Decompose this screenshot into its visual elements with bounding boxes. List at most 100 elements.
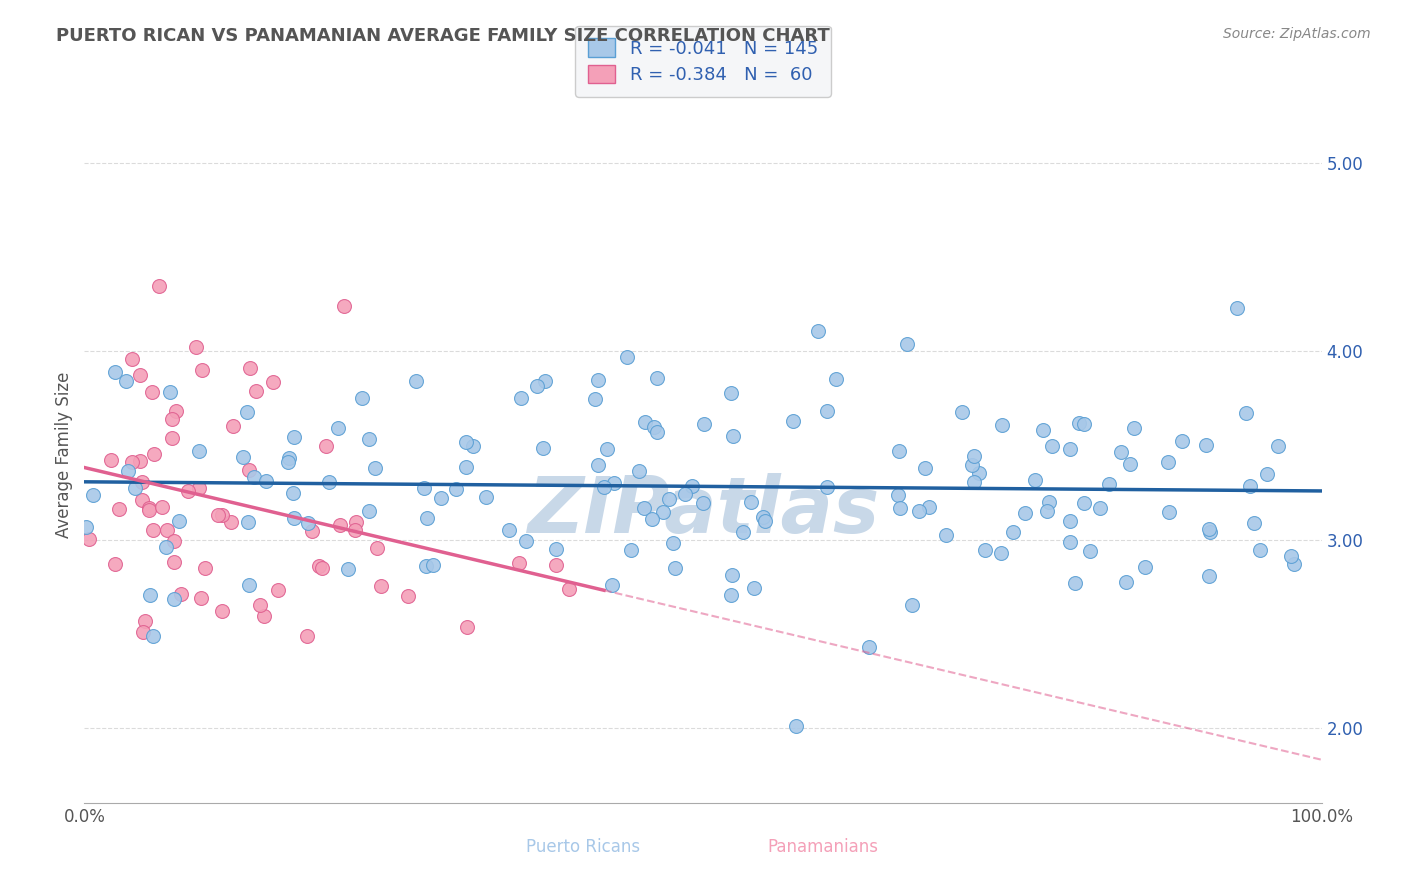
Point	[960, 458, 983, 472]
Point	[721, 428, 744, 442]
Point	[232, 450, 254, 464]
Point	[301, 524, 323, 539]
Point	[134, 615, 156, 629]
Point	[1067, 416, 1090, 430]
Point	[422, 558, 444, 573]
Point	[515, 533, 537, 548]
Point	[681, 479, 703, 493]
Point	[245, 384, 267, 399]
Point	[121, 455, 143, 469]
Point	[456, 434, 478, 449]
Point	[1279, 549, 1302, 564]
Point	[194, 561, 217, 575]
Point	[901, 599, 924, 613]
Point	[222, 419, 245, 434]
Point	[104, 558, 127, 572]
Point	[162, 592, 184, 607]
Text: Source: ZipAtlas.com: Source: ZipAtlas.com	[1223, 27, 1371, 41]
Point	[165, 403, 187, 417]
Point	[167, 514, 190, 528]
Point	[662, 536, 685, 550]
Point	[1098, 476, 1121, 491]
Point	[337, 562, 360, 576]
Point	[283, 430, 305, 444]
Point	[211, 604, 233, 618]
Point	[311, 560, 333, 574]
Point	[720, 386, 742, 401]
Point	[461, 439, 484, 453]
Point	[546, 558, 568, 572]
Point	[508, 556, 530, 570]
Point	[281, 485, 304, 500]
Point	[1123, 420, 1146, 434]
Point	[186, 340, 208, 354]
Point	[935, 528, 957, 542]
Point	[534, 374, 557, 388]
Point	[141, 384, 163, 399]
Point	[658, 491, 681, 506]
Text: Puerto Ricans: Puerto Ricans	[526, 838, 641, 856]
Point	[583, 392, 606, 406]
Point	[815, 404, 838, 418]
Point	[1001, 524, 1024, 539]
Point	[326, 421, 349, 435]
Point	[616, 350, 638, 364]
Point	[318, 475, 340, 489]
Point	[1256, 467, 1278, 481]
Point	[643, 419, 665, 434]
Point	[596, 442, 619, 456]
Point	[889, 501, 911, 516]
Point	[444, 482, 467, 496]
Point	[918, 500, 941, 515]
Point	[1036, 504, 1059, 518]
Point	[914, 461, 936, 475]
Point	[163, 533, 186, 548]
Point	[1243, 516, 1265, 530]
Point	[104, 365, 127, 379]
Point	[1014, 506, 1036, 520]
Point	[238, 463, 260, 477]
Point	[664, 561, 686, 575]
Point	[121, 352, 143, 367]
Point	[1078, 543, 1101, 558]
Point	[896, 336, 918, 351]
Point	[858, 640, 880, 654]
Point	[526, 379, 548, 393]
Point	[1284, 557, 1306, 571]
Point	[602, 475, 624, 490]
Point	[415, 511, 437, 525]
Point	[190, 591, 212, 606]
Point	[740, 494, 762, 508]
Point	[329, 518, 352, 533]
Point	[1073, 495, 1095, 509]
Point	[1073, 417, 1095, 431]
Point	[1234, 406, 1257, 420]
Point	[531, 441, 554, 455]
Point	[162, 411, 184, 425]
Point	[160, 431, 183, 445]
Point	[108, 501, 131, 516]
Point	[1090, 500, 1112, 515]
Point	[77, 532, 100, 546]
Point	[641, 512, 664, 526]
Point	[1157, 505, 1180, 519]
Text: Panamanians: Panamanians	[768, 838, 877, 856]
Point	[815, 479, 838, 493]
Point	[249, 598, 271, 612]
Point	[1109, 445, 1132, 459]
Point	[825, 372, 848, 386]
Point	[277, 455, 299, 469]
Point	[235, 405, 257, 419]
Point	[254, 474, 277, 488]
Point	[634, 415, 657, 429]
Point	[278, 450, 301, 465]
Point	[652, 505, 675, 519]
Point	[315, 438, 337, 452]
Point	[398, 589, 420, 603]
Point	[633, 501, 655, 516]
Point	[785, 719, 807, 733]
Point	[990, 546, 1012, 560]
Text: ZIPatlas: ZIPatlas	[527, 473, 879, 549]
Point	[721, 567, 744, 582]
Point	[1059, 442, 1081, 457]
